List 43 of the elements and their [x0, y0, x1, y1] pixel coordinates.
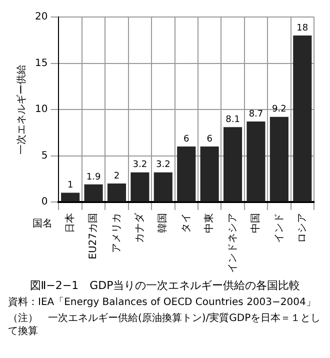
text: （注） 一次エネルギー供給(原油換算トン)/実質GDPを日本＝１として換算 — [8, 312, 322, 338]
bar — [130, 172, 150, 202]
x-tick-label: タイ — [180, 213, 192, 233]
bar — [154, 172, 172, 202]
text: 資料：IEA「Energy Balances of OECD Countries 2003−2004」 — [8, 296, 317, 309]
bar — [200, 146, 219, 202]
data-label: 3.2 — [132, 160, 148, 170]
x-tick-label: インドネシア — [227, 213, 238, 273]
data-label: 8.1 — [226, 114, 240, 125]
data-label: 8.7 — [248, 109, 264, 120]
x-tick-label: 日本 — [64, 213, 76, 233]
bar — [84, 184, 103, 202]
x-tick-label: 中国 — [250, 213, 262, 233]
y-tick-label: 15 — [34, 58, 48, 69]
data-label: 6 — [183, 134, 190, 144]
data-label: 1 — [67, 180, 74, 191]
x-tick-label: アメリカ — [111, 213, 122, 253]
bar — [246, 122, 266, 202]
text: 図Ⅱ−2−1 GDP当りの一次エネルギー供給の各国比較 — [28, 278, 302, 293]
data-label: 18 — [296, 23, 308, 34]
x-tick-label: インド — [274, 213, 285, 243]
data-label: 2 — [114, 171, 120, 182]
bar — [61, 192, 80, 202]
data-label: 6 — [206, 134, 213, 144]
x-tick-label: EU27カ国 — [88, 213, 100, 260]
bar — [223, 127, 242, 202]
x-tick-label: カナダ — [134, 212, 146, 243]
data-label: 9.2 — [272, 104, 286, 115]
bar — [270, 116, 288, 202]
x-tick-label: 韓国 — [156, 213, 169, 233]
data-label: 3.2 — [156, 160, 170, 170]
y-tick-label: 20 — [34, 12, 48, 23]
data-label: 1.9 — [86, 172, 101, 182]
y-tick-label: 0 — [41, 196, 48, 208]
bar — [107, 184, 126, 202]
x-tick-label: 中東 — [203, 213, 216, 233]
bar — [293, 36, 312, 202]
x-axis-title: 国名 — [32, 218, 53, 230]
y-tick-label: 5 — [41, 150, 48, 162]
x-tick-label: ロシア — [296, 213, 308, 243]
y-tick-label: 10 — [34, 104, 48, 116]
y-axis-title: 一次エネルギー供給 — [16, 64, 28, 154]
bar — [177, 146, 196, 202]
